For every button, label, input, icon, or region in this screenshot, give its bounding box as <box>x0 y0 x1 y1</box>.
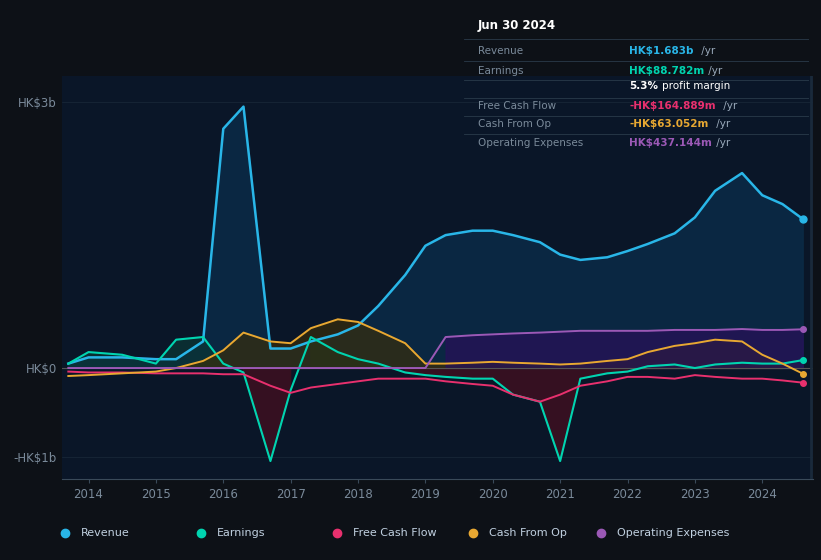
Text: HK$437.144m: HK$437.144m <box>630 138 713 148</box>
Text: /yr: /yr <box>705 66 722 76</box>
Text: Free Cash Flow: Free Cash Flow <box>478 101 556 111</box>
Text: Free Cash Flow: Free Cash Flow <box>353 529 437 538</box>
Text: Operating Expenses: Operating Expenses <box>617 529 730 538</box>
Text: Cash From Op: Cash From Op <box>478 119 551 129</box>
Text: Earnings: Earnings <box>478 66 523 76</box>
Text: Jun 30 2024: Jun 30 2024 <box>478 20 556 32</box>
Text: /yr: /yr <box>698 46 715 56</box>
Text: /yr: /yr <box>720 101 737 111</box>
Text: /yr: /yr <box>713 119 730 129</box>
Text: Revenue: Revenue <box>81 529 130 538</box>
Text: Earnings: Earnings <box>217 529 265 538</box>
Text: /yr: /yr <box>713 138 730 148</box>
Text: Cash From Op: Cash From Op <box>489 529 566 538</box>
Text: HK$88.782m: HK$88.782m <box>630 66 704 76</box>
Text: 5.3%: 5.3% <box>630 81 658 91</box>
Text: -HK$63.052m: -HK$63.052m <box>630 119 709 129</box>
Text: Revenue: Revenue <box>478 46 523 56</box>
Text: -HK$164.889m: -HK$164.889m <box>630 101 716 111</box>
Text: profit margin: profit margin <box>662 81 731 91</box>
Text: HK$1.683b: HK$1.683b <box>630 46 694 56</box>
Text: Operating Expenses: Operating Expenses <box>478 138 583 148</box>
